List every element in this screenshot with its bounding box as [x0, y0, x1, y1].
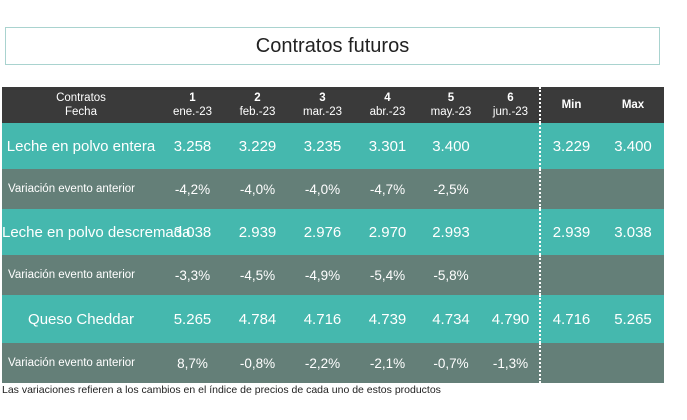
- cell-value: -2,2%: [290, 343, 355, 383]
- cell-value: -0,7%: [420, 343, 482, 383]
- cell-value: 3.235: [290, 123, 355, 169]
- table-row-variacion: Variación evento anterior -4,2% -4,0% -4…: [2, 169, 664, 209]
- cell-value: 2.970: [355, 209, 420, 255]
- row-name: Variación evento anterior: [2, 343, 160, 383]
- cell-max: [602, 255, 664, 295]
- cell-value: 4.734: [420, 295, 482, 343]
- header-col-5: 5 may.-23: [420, 87, 482, 123]
- header-col-1: 1 ene.-23: [160, 87, 225, 123]
- cell-max: 3.400: [602, 123, 664, 169]
- cell-min: 4.716: [539, 295, 602, 343]
- cell-max: [602, 343, 664, 383]
- cell-value: 4.790: [482, 295, 540, 343]
- cell-value: 2.976: [290, 209, 355, 255]
- cell-value: 3.301: [355, 123, 420, 169]
- row-name: Variación evento anterior: [2, 255, 160, 295]
- table-row-variacion: Variación evento anterior 8,7% -0,8% -2,…: [2, 343, 664, 383]
- table-row-leche-entera: Leche en polvo entera 3.258 3.229 3.235 …: [2, 123, 664, 169]
- footnote: Las variaciones refieren a los cambios e…: [2, 384, 441, 396]
- table-row-variacion: Variación evento anterior -3,3% -4,5% -4…: [2, 255, 664, 295]
- cell-value: 2.939: [225, 209, 290, 255]
- header-min: Min: [539, 87, 602, 123]
- cell-value: -5,4%: [355, 255, 420, 295]
- header-col-6: 6 jun.-23: [482, 87, 540, 123]
- cell-value: -3,3%: [160, 255, 225, 295]
- futures-table: Contratos Fecha 1 ene.-23 2 feb.-23 3 mar.-…: [2, 87, 664, 383]
- cell-value: [482, 123, 540, 169]
- cell-max: [602, 169, 664, 209]
- cell-value: 4.784: [225, 295, 290, 343]
- row-name: Leche en polvo entera: [2, 123, 160, 169]
- cell-value: -1,3%: [482, 343, 540, 383]
- header-col-3: 3 mar.-23: [290, 87, 355, 123]
- cell-max: 3.038: [602, 209, 664, 255]
- header-label: Contratos Fecha: [2, 87, 160, 123]
- cell-value: -4,2%: [160, 169, 225, 209]
- header-max: Max: [602, 87, 664, 123]
- cell-value: -4,9%: [290, 255, 355, 295]
- header-col-2: 2 feb.-23: [225, 87, 290, 123]
- cell-min: 3.229: [539, 123, 602, 169]
- row-name: Leche en polvo descremada: [2, 209, 190, 255]
- table-row-queso-cheddar: Queso Cheddar 5.265 4.784 4.716 4.739 4.…: [2, 295, 664, 343]
- cell-value: 4.739: [355, 295, 420, 343]
- cell-value: -4,7%: [355, 169, 420, 209]
- cell-value: 8,7%: [160, 343, 225, 383]
- cell-value: -4,0%: [225, 169, 290, 209]
- cell-value: 2.993: [420, 209, 482, 255]
- row-name: Variación evento anterior: [2, 169, 160, 209]
- cell-min: 2.939: [539, 209, 602, 255]
- cell-value: -5,8%: [420, 255, 482, 295]
- header-col-4: 4 abr.-23: [355, 87, 420, 123]
- cell-max: 5.265: [602, 295, 664, 343]
- cell-value: -2,5%: [420, 169, 482, 209]
- row-name: Queso Cheddar: [2, 295, 160, 343]
- cell-value: 3.229: [225, 123, 290, 169]
- cell-min: [539, 255, 602, 295]
- cell-value: [482, 169, 540, 209]
- cell-value: -0,8%: [225, 343, 290, 383]
- cell-value: 3.400: [420, 123, 482, 169]
- cell-min: [539, 343, 602, 383]
- cell-value: [482, 209, 540, 255]
- cell-min: [539, 169, 602, 209]
- cell-value: 5.265: [160, 295, 225, 343]
- header-row: Contratos Fecha 1 ene.-23 2 feb.-23 3 mar.-…: [2, 87, 664, 123]
- cell-value: -4,5%: [225, 255, 290, 295]
- cell-value: 4.716: [290, 295, 355, 343]
- cell-value: 3.258: [160, 123, 225, 169]
- table-row-leche-descremada: Leche en polvo descremada 3.038 2.939 2.…: [2, 209, 664, 255]
- cell-value: [482, 255, 540, 295]
- table-title: Contratos futuros: [5, 27, 660, 65]
- cell-value: -2,1%: [355, 343, 420, 383]
- cell-value: 3.038: [160, 209, 225, 255]
- cell-value: -4,0%: [290, 169, 355, 209]
